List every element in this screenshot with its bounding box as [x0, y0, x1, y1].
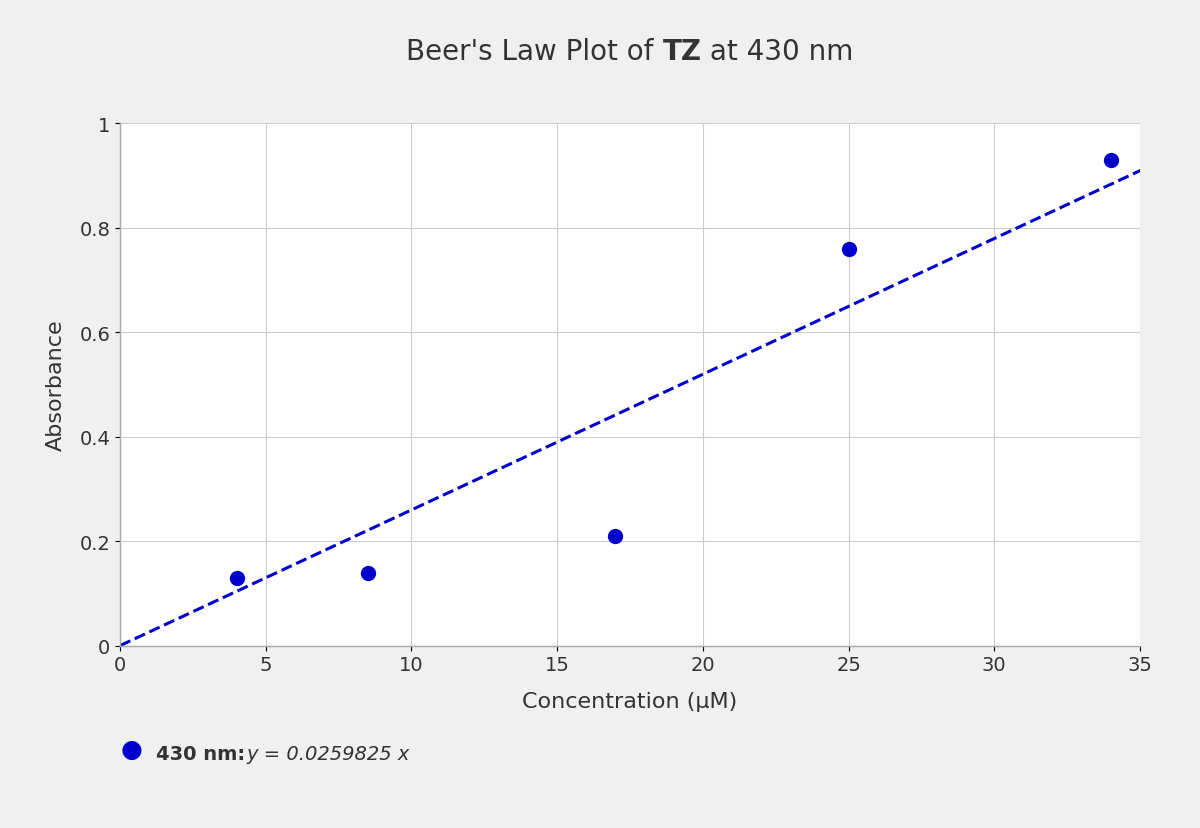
Point	[606, 530, 625, 543]
Text: Beer's Law Plot of: Beer's Law Plot of	[406, 38, 662, 66]
Point	[358, 566, 377, 580]
Point	[839, 243, 858, 256]
Y-axis label: Absorbance: Absorbance	[46, 320, 66, 450]
Text: 430 nm:: 430 nm:	[156, 744, 245, 763]
X-axis label: Concentration (μM): Concentration (μM)	[522, 691, 738, 711]
Text: at 430 nm: at 430 nm	[702, 38, 854, 66]
Text: y = 0.0259825 x: y = 0.0259825 x	[246, 744, 409, 763]
Point	[1102, 154, 1121, 167]
Text: TZ: TZ	[662, 38, 702, 66]
Point	[227, 571, 246, 585]
Text: ●: ●	[121, 738, 143, 761]
